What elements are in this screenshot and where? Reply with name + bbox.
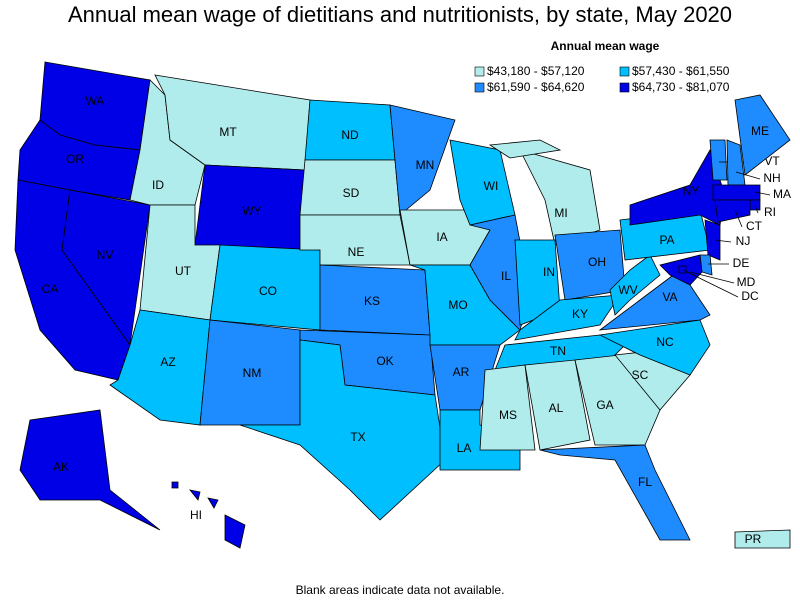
state-shape xyxy=(609,254,661,316)
state-shape xyxy=(734,94,791,176)
state-label: WA xyxy=(86,94,105,108)
state-shape xyxy=(514,294,621,341)
state-label: NJ xyxy=(736,234,751,248)
state-label: NC xyxy=(656,335,674,349)
state-shape xyxy=(714,199,751,223)
state-label: TN xyxy=(550,344,566,358)
state-label: OR xyxy=(66,152,84,166)
state-label: TX xyxy=(350,430,365,444)
state-label: SD xyxy=(343,186,360,200)
state-label: CT xyxy=(746,219,763,233)
state-shape xyxy=(389,104,456,216)
legend-label: $61,590 - $64,620 xyxy=(487,80,585,94)
state-label: AR xyxy=(453,365,470,379)
state-shape xyxy=(598,319,711,376)
state-label: KY xyxy=(572,307,588,321)
state-shape xyxy=(629,149,726,226)
state-label: MN xyxy=(416,158,435,172)
state-shape xyxy=(189,489,201,501)
state-shape xyxy=(524,359,591,451)
state-shape xyxy=(488,139,562,159)
legend-swatch xyxy=(619,66,630,77)
leader-line xyxy=(754,205,759,214)
state-label: MI xyxy=(554,206,567,220)
state-shape xyxy=(709,139,728,181)
state-label: ID xyxy=(152,178,164,192)
footnote: Blank areas indicate data not available. xyxy=(296,583,505,597)
state-label: KS xyxy=(364,294,380,308)
legend-swatch xyxy=(619,82,630,93)
state-label: VT xyxy=(764,154,780,168)
state-label: NM xyxy=(243,366,262,380)
state-label: HI xyxy=(190,508,202,522)
state-label: WI xyxy=(484,179,499,193)
map-title: Annual mean wage of dietitians and nutri… xyxy=(68,2,732,27)
state-label: DC xyxy=(741,289,759,303)
state-label: NH xyxy=(763,171,780,185)
state-shape xyxy=(704,219,721,261)
state-shape xyxy=(239,339,446,521)
state-shape xyxy=(539,444,691,541)
state-label: AZ xyxy=(160,355,175,369)
state-label: GA xyxy=(596,398,613,412)
legend-swatch xyxy=(474,66,485,77)
state-label: IN xyxy=(543,265,555,279)
state-shape xyxy=(519,149,601,246)
state-shape xyxy=(19,409,161,531)
state-shape xyxy=(734,529,791,549)
state-label: MS xyxy=(499,408,517,422)
leader-line xyxy=(689,271,735,284)
state-label: MT xyxy=(219,125,237,139)
leader-line xyxy=(682,269,739,298)
state-label: OH xyxy=(588,255,606,269)
leader-line xyxy=(734,209,743,228)
state-label: WY xyxy=(242,204,261,218)
state-shape xyxy=(678,265,687,274)
leader-line xyxy=(754,191,771,196)
leader-line xyxy=(714,239,732,243)
state-label: CA xyxy=(42,282,59,296)
state-label: OK xyxy=(376,354,393,368)
state-label: UT xyxy=(175,264,192,278)
state-shape xyxy=(574,354,661,446)
state-label: IA xyxy=(436,230,447,244)
state-label: SC xyxy=(632,368,649,382)
state-label: WV xyxy=(618,283,637,297)
state-label: MA xyxy=(773,187,791,201)
state-shape xyxy=(224,514,246,549)
legend-swatch xyxy=(474,82,485,93)
state-label: PR xyxy=(745,532,762,546)
state-shape xyxy=(171,481,179,489)
state-shape xyxy=(207,497,219,509)
state-label: DE xyxy=(733,256,750,270)
state-label: AK xyxy=(53,460,69,474)
state-label: ME xyxy=(751,124,769,138)
state-shape xyxy=(712,184,761,201)
state-label: VA xyxy=(662,290,677,304)
state-label: MO xyxy=(448,298,467,312)
state-label: FL xyxy=(638,475,652,489)
legend: $43,180 - $57,120 $57,430 - $61,550 $61,59… xyxy=(474,64,730,94)
state-label: NE xyxy=(348,245,365,259)
state-label: RI xyxy=(764,205,776,219)
legend-title: Annual mean wage xyxy=(551,39,660,53)
state-label: NY xyxy=(683,184,700,198)
legend-label: $57,430 - $61,550 xyxy=(632,64,730,78)
leader-line xyxy=(735,171,761,180)
state-label: LA xyxy=(457,441,472,455)
state-shape xyxy=(749,199,761,211)
states: WA OR CA NV ID MT WY UT AZ CO NM ND SD NE KS OK TX MN IA MO… xyxy=(14,61,791,549)
state-label: CO xyxy=(259,284,277,298)
state-label: AL xyxy=(549,401,564,415)
state-label: PA xyxy=(659,233,674,247)
state-label: NV xyxy=(97,248,114,262)
state-shape xyxy=(598,269,711,331)
legend-label: $43,180 - $57,120 xyxy=(487,64,585,78)
state-label: MD xyxy=(737,275,756,289)
legend-label: $64,730 - $81,070 xyxy=(632,80,730,94)
state-label: ND xyxy=(341,128,359,142)
state-label: IL xyxy=(501,269,511,283)
state-shape xyxy=(479,364,536,451)
